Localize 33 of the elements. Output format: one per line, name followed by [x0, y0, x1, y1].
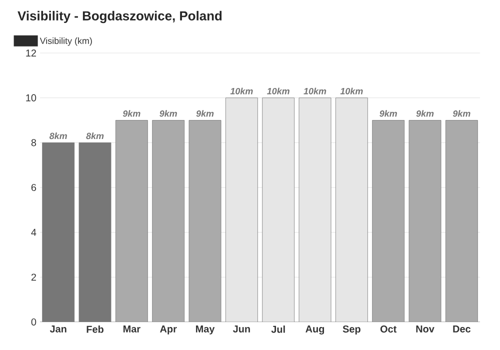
x-tick-label: Aug — [306, 326, 324, 334]
y-tick-label: 10 — [26, 94, 36, 102]
x-tick-label: Oct — [380, 326, 397, 333]
data-label: 10km — [267, 88, 290, 94]
data-label: 9km — [416, 110, 434, 117]
data-label: 9km — [122, 110, 140, 117]
y-tick-label: 6 — [31, 184, 36, 192]
data-label: 10km — [340, 88, 363, 94]
data-label: 8km — [86, 132, 104, 140]
x-tick-label: Jan — [50, 326, 66, 332]
data-label: 8km — [49, 132, 67, 140]
x-tick-label: Dec — [453, 326, 471, 332]
x-tick-label: Jul — [271, 326, 285, 333]
x-tick-label: Nov — [416, 326, 434, 332]
y-tick-label: 8 — [31, 139, 36, 146]
x-tick-label: Mar — [123, 326, 140, 332]
data-label: 10km — [304, 88, 326, 94]
data-label: 10km — [230, 88, 253, 94]
data-label: 9km — [160, 110, 177, 117]
x-tick-label: Feb — [86, 326, 104, 333]
chart-title: Visibility - Bogdaszowice, Poland — [18, 10, 222, 24]
x-tick-label: Sep — [342, 326, 360, 335]
y-tick-label: 4 — [31, 228, 36, 236]
y-tick-label: 0 — [31, 318, 36, 326]
x-tick-label: Jun — [232, 326, 250, 332]
y-tick-label: 12 — [26, 50, 36, 56]
x-tick-label: May — [196, 326, 215, 334]
data-label: 9km — [196, 110, 214, 117]
y-tick-label: 2 — [31, 274, 36, 281]
data-label: 9km — [380, 110, 397, 117]
data-label: 9km — [452, 110, 470, 117]
text: Visibility (km) — [40, 37, 92, 46]
x-tick-label: Apr — [160, 326, 177, 334]
